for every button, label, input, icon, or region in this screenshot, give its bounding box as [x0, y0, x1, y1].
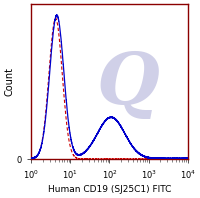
X-axis label: Human CD19 (SJ25C1) FITC: Human CD19 (SJ25C1) FITC: [48, 185, 171, 194]
Y-axis label: Count: Count: [4, 67, 14, 96]
Text: Q: Q: [97, 49, 160, 120]
